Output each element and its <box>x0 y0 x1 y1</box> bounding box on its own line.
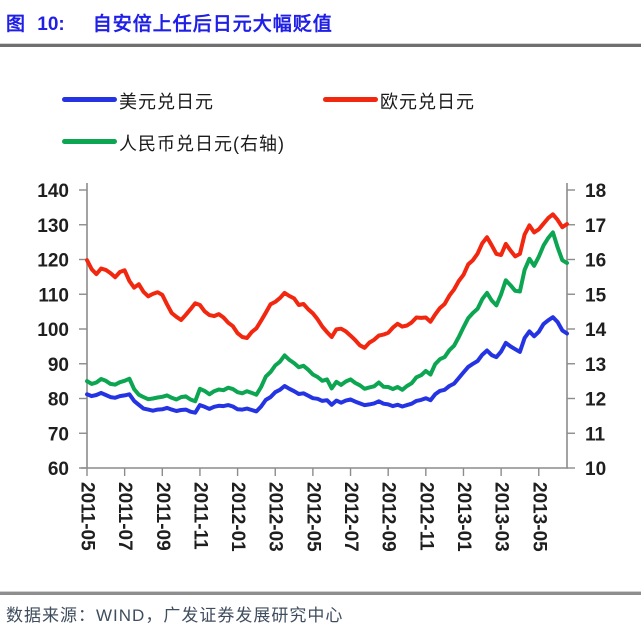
left-axis-tick-label: 70 <box>48 424 69 445</box>
right-axis-tick-label: 15 <box>585 285 607 306</box>
left-axis-tick-label: 80 <box>48 390 69 411</box>
x-axis-tick-label: 2012-11 <box>415 482 436 551</box>
right-axis-tick-label: 12 <box>585 390 606 411</box>
right-axis-tick-label: 13 <box>585 355 606 376</box>
x-axis-tick-label: 2012-09 <box>378 482 399 552</box>
data-source-note: 数据来源：WIND，广发证券发展研究中心 <box>6 606 344 625</box>
x-axis-tick-label: 2012-05 <box>302 482 323 552</box>
series-line-2 <box>85 230 569 404</box>
left-axis-tick-label: 130 <box>37 216 69 237</box>
legend-label-eurjpy: 欧元兑日元 <box>380 92 475 112</box>
left-axis-tick-label: 120 <box>37 251 69 272</box>
figure-title-row: 图 10: 自安倍上任后日元大幅贬值 <box>6 9 333 36</box>
right-axis-tick-label: 10 <box>585 459 606 480</box>
footer-divider <box>0 591 641 595</box>
legend-label-usdjpy: 美元兑日元 <box>119 92 214 112</box>
left-axis-tick-label: 140 <box>37 181 69 202</box>
x-axis-tick-label: 2011-07 <box>114 482 135 551</box>
left-axis-tick-label: 110 <box>38 285 69 306</box>
right-axis-tick-label: 11 <box>585 424 606 445</box>
left-axis-tick-label: 90 <box>48 355 69 376</box>
title-divider <box>0 43 641 47</box>
right-axis-tick-label: 17 <box>585 216 606 237</box>
legend-label-cnyjpy: 人民币兑日元(右轴) <box>119 134 285 154</box>
figure-number-label: 图 10: <box>6 14 65 35</box>
legend-swatch-cnyjpy <box>62 139 117 144</box>
left-axis-tick-label: 60 <box>48 459 69 480</box>
right-axis-tick-label: 16 <box>585 251 606 272</box>
series-line-1 <box>85 212 569 350</box>
legend-swatch-usdjpy <box>62 97 117 102</box>
series-line-0 <box>85 315 569 415</box>
figure-title: 自安倍上任后日元大幅贬值 <box>92 14 333 35</box>
x-axis-tick-label: 2013-01 <box>453 482 474 552</box>
x-axis-tick-label: 2012-01 <box>227 482 248 552</box>
x-axis-tick-label: 2013-05 <box>528 482 549 552</box>
right-axis-tick-label: 18 <box>585 181 606 202</box>
x-axis-tick-label: 2011-05 <box>77 482 98 551</box>
x-axis-tick-label: 2011-11 <box>189 482 210 550</box>
right-axis-tick-label: 14 <box>585 320 607 341</box>
exchange-rate-line-chart: 140 130 120 110 100 90 80 70 60 18 17 16 15 14 13 12 11 1… <box>37 181 607 552</box>
x-axis-tick-label: 2012-03 <box>265 482 286 552</box>
x-axis-tick-label: 2011-09 <box>152 482 173 551</box>
x-axis-tick-label: 2013-03 <box>491 482 512 552</box>
legend-swatch-eurjpy <box>323 97 378 102</box>
x-axis-tick-label: 2012-07 <box>340 482 361 552</box>
left-axis-tick-label: 100 <box>37 320 69 341</box>
